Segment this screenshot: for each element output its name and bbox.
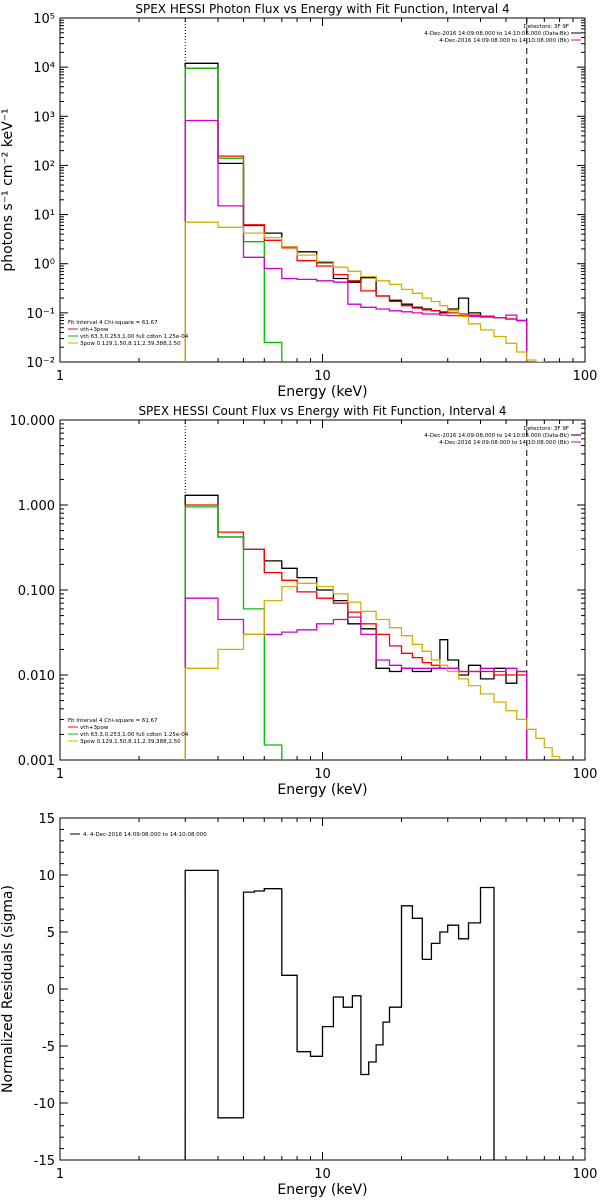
y-tick-label: 10³	[33, 110, 55, 125]
legend-entry: vth+3pow	[80, 327, 109, 333]
y-tick-label: 10⁻¹	[26, 307, 55, 322]
series-line-5	[184, 221, 545, 362]
legend-entry: 4. 4-Dec-2016 14:09:08.000 to 14:10:08.0…	[83, 832, 207, 838]
y-tick-label: 0.100	[18, 584, 55, 599]
legend-entry: Detectors: 3F 9F	[523, 24, 569, 30]
x-axis-label: Energy (keV)	[277, 384, 367, 400]
series-line-5	[184, 582, 561, 760]
x-tick-label: 100	[573, 767, 598, 782]
plot-frame	[59, 17, 586, 363]
y-tick-label: -10	[34, 1097, 55, 1112]
x-axis-label: Energy (keV)	[277, 1182, 367, 1198]
legend-entry: 4-Dec-2016 14:09:08.000 to 14:10:08.000 …	[439, 440, 569, 446]
y-tick-label: 0	[47, 983, 55, 998]
series-line-4	[184, 597, 528, 760]
chart-title: SPEX HESSI Photon Flux vs Energy with Fi…	[135, 2, 509, 16]
legend-topright: Detectors: 3F 9F4-Dec-2016 14:09:08.000 …	[424, 426, 581, 446]
legend-entry: Fit Interval 4 Chi-square = 61.67	[68, 718, 158, 724]
x-tick-label: 100	[573, 369, 598, 384]
y-tick-label: 15	[38, 812, 55, 827]
series-line-3	[184, 506, 283, 760]
x-tick-label: 10	[314, 1167, 331, 1182]
y-axis-label: Normalized Residuals (sigma)	[0, 885, 16, 1093]
y-tick-label: 10⁴	[33, 61, 55, 76]
y-tick-label: 10¹	[33, 209, 55, 224]
legend-entry: 4-Dec-2016 14:09:08.000 to 14:10:08.000 …	[439, 38, 569, 44]
y-tick-label: 1.000	[18, 499, 55, 514]
y-tick-label: 0.001	[18, 754, 55, 769]
series-line-1	[184, 62, 528, 362]
y-tick-label: 10⁰	[33, 258, 55, 273]
x-tick-label: 10	[314, 767, 331, 782]
series-line-2	[184, 67, 528, 362]
y-tick-label: 10⁵	[33, 12, 55, 27]
y-tick-label: -5	[42, 1040, 55, 1055]
y-tick-label: 10	[38, 869, 55, 884]
legend-entry: 4-Dec-2016 14:09:08.000 to 14:10:08.000 …	[424, 433, 569, 439]
x-tick-label: 100	[573, 1167, 598, 1182]
legend-entry: vth 63.3,0.253,1.00 full cdton 1.25e-04	[80, 334, 189, 340]
series-line-4	[184, 119, 528, 362]
x-axis-label: Energy (keV)	[277, 782, 367, 798]
legend-entry: vth+3pow	[80, 725, 109, 731]
legend-bottomleft: Fit Interval 4 Chi-square = 61.67vth+3po…	[68, 718, 189, 745]
legend-bottomleft: Fit Interval 4 Chi-square = 61.67vth+3po…	[68, 320, 189, 347]
x-tick-label: 10	[314, 369, 331, 384]
series-line-1	[184, 494, 528, 760]
y-tick-label: 0.010	[18, 669, 55, 684]
x-tick-label: 1	[56, 767, 64, 782]
series-line-1	[184, 869, 495, 1160]
legend-topleft: 4. 4-Dec-2016 14:09:08.000 to 14:10:08.0…	[70, 832, 207, 838]
legend-entry: vth 63.3,0.253,1.00 full cdton 1.25e-04	[80, 732, 189, 738]
x-tick-label: 1	[56, 1167, 64, 1182]
chart-panel-1: 1 10 100 Energy (keV) 10⁻² 10⁻¹ 10⁰ 10¹ 10² 10³ 10…	[0, 2, 597, 400]
chart-panel-2: 1 10 100 Energy (keV) 0.001 0.010 0.100 1.000 10…	[10, 404, 598, 798]
chart-panel-3: 1 10 100 Energy (keV) -15 -10 -5 0 5 10 15 Normaliz…	[0, 812, 597, 1198]
y-axis-label: photons s⁻¹ cm⁻² keV⁻¹	[0, 108, 16, 271]
legend-entry: Detectors: 3F 9F	[523, 426, 569, 432]
legend-entry: 4-Dec-2016 14:09:08.000 to 14:10:08.000 …	[424, 31, 569, 37]
y-tick-label: -15	[34, 1154, 55, 1169]
plot-frame	[59, 817, 586, 1161]
y-tick-label: 5	[47, 926, 55, 941]
x-tick-label: 1	[56, 369, 64, 384]
legend-entry: Fit Interval 4 Chi-square = 61.67	[68, 320, 158, 326]
legend-entry: 3pow 0.129,1.50,8.11,2.39,388,2.50	[80, 341, 181, 347]
y-tick-label: 10²	[33, 159, 55, 174]
series-line-3	[184, 67, 283, 362]
y-tick-label: 10.000	[10, 414, 56, 429]
series-line-2	[184, 504, 528, 760]
legend-entry: 3pow 0.129,1.50,8.11,2.39,388,2.50	[80, 739, 181, 745]
legend-topright: Detectors: 3F 9F4-Dec-2016 14:09:08.000 …	[424, 24, 581, 44]
chart-title: SPEX HESSI Count Flux vs Energy with Fit…	[138, 404, 506, 418]
y-tick-label: 10⁻²	[26, 356, 55, 371]
